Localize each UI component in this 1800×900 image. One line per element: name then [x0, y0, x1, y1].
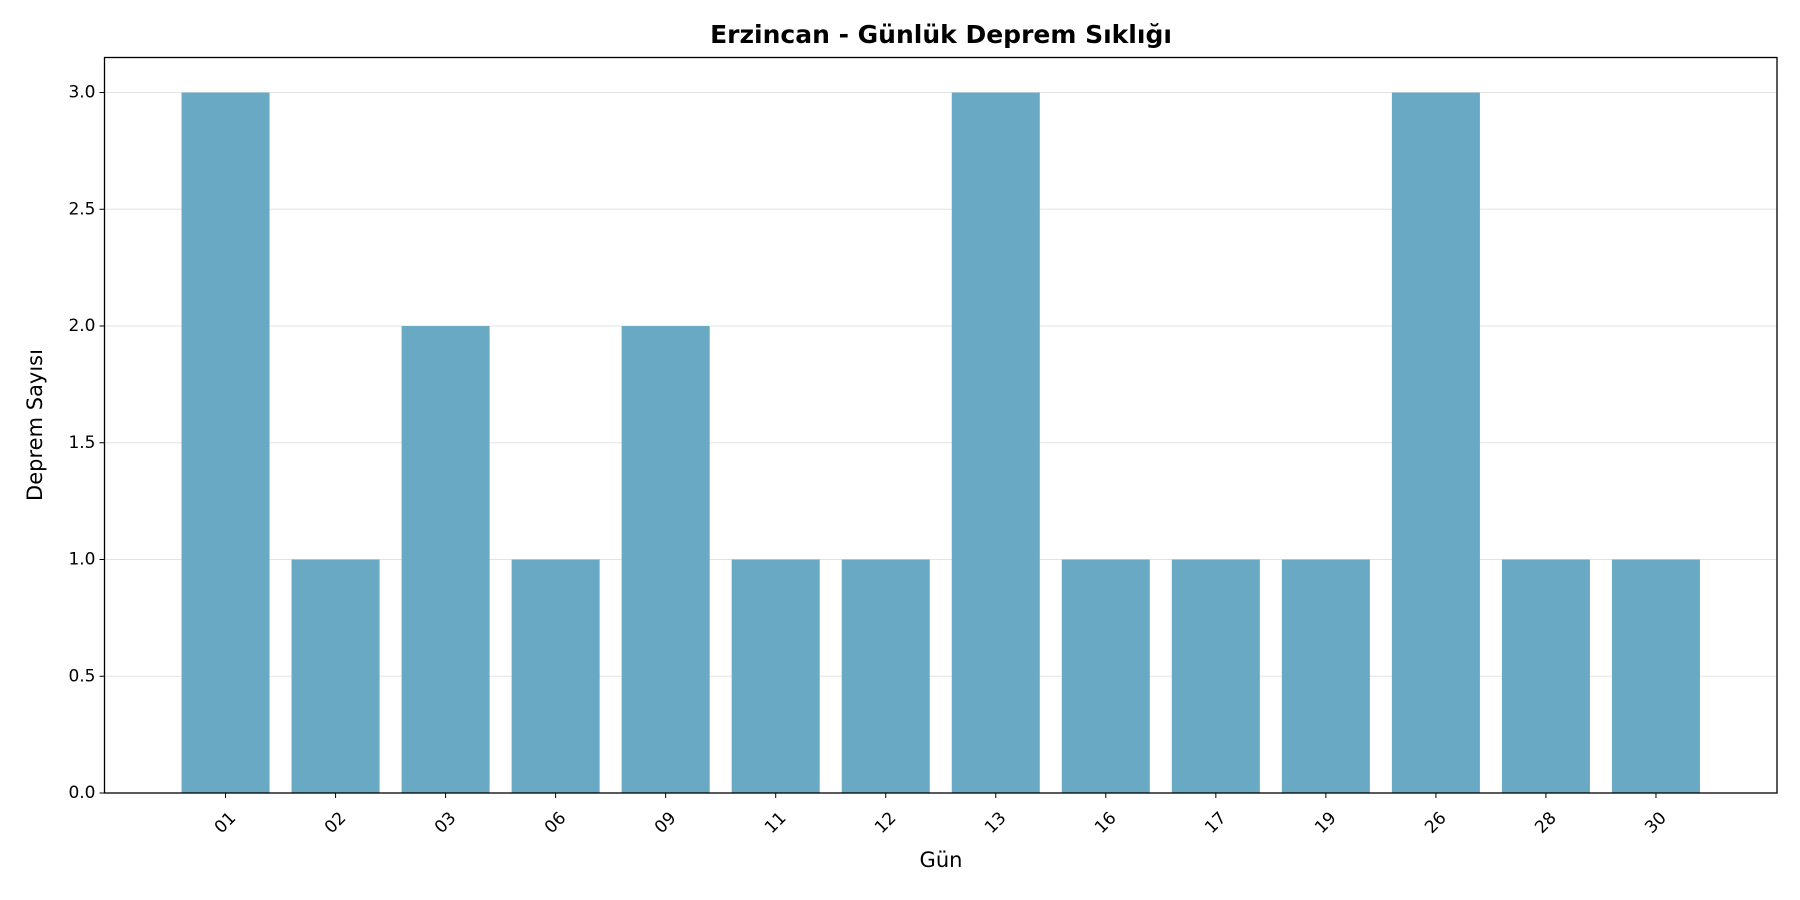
- y-tick-label: 0.5: [68, 666, 95, 686]
- x-tick-label: 12: [871, 808, 900, 837]
- bar: [1501, 559, 1590, 793]
- y-tick-label: 1.0: [68, 550, 95, 570]
- y-tick-label: 2.0: [68, 316, 95, 336]
- y-tick-label: 1.5: [68, 433, 95, 453]
- x-tick-label: 17: [1201, 808, 1230, 837]
- x-tick-label: 02: [321, 808, 350, 837]
- y-tick-label: 0.0: [68, 783, 95, 803]
- bar: [1391, 92, 1480, 794]
- x-tick-label: 30: [1641, 808, 1670, 837]
- x-tick-label: 16: [1091, 808, 1120, 837]
- plot-frame: [103, 56, 1778, 794]
- x-tick-label: 28: [1531, 808, 1560, 837]
- x-tick-label: 03: [431, 808, 460, 837]
- y-axis-label: Deprem Sayısı: [23, 349, 47, 501]
- x-tick-label: 06: [541, 808, 570, 837]
- x-tick-label: 01: [211, 808, 240, 837]
- chart-title: Erzincan - Günlük Deprem Sıklığı: [710, 20, 1172, 49]
- bar: [1611, 559, 1700, 793]
- bar: [291, 559, 380, 793]
- bar: [181, 92, 270, 794]
- x-axis-label: Gün: [920, 848, 963, 872]
- x-tick-label: 26: [1421, 808, 1450, 837]
- y-tick-label: 2.5: [68, 199, 95, 219]
- x-tick-label: 13: [981, 808, 1010, 837]
- bar: [1281, 559, 1370, 793]
- bar: [401, 326, 490, 793]
- bar: [731, 559, 820, 793]
- x-tick-label: 09: [651, 808, 680, 837]
- bar: [951, 92, 1040, 794]
- bar: [841, 559, 930, 793]
- bar: [1171, 559, 1260, 793]
- bar: [621, 326, 710, 793]
- bar: [511, 559, 600, 793]
- y-tick-label: 3.0: [68, 83, 95, 103]
- bar: [1061, 559, 1150, 793]
- x-tick-label: 19: [1311, 808, 1340, 837]
- x-tick-label: 11: [761, 808, 790, 837]
